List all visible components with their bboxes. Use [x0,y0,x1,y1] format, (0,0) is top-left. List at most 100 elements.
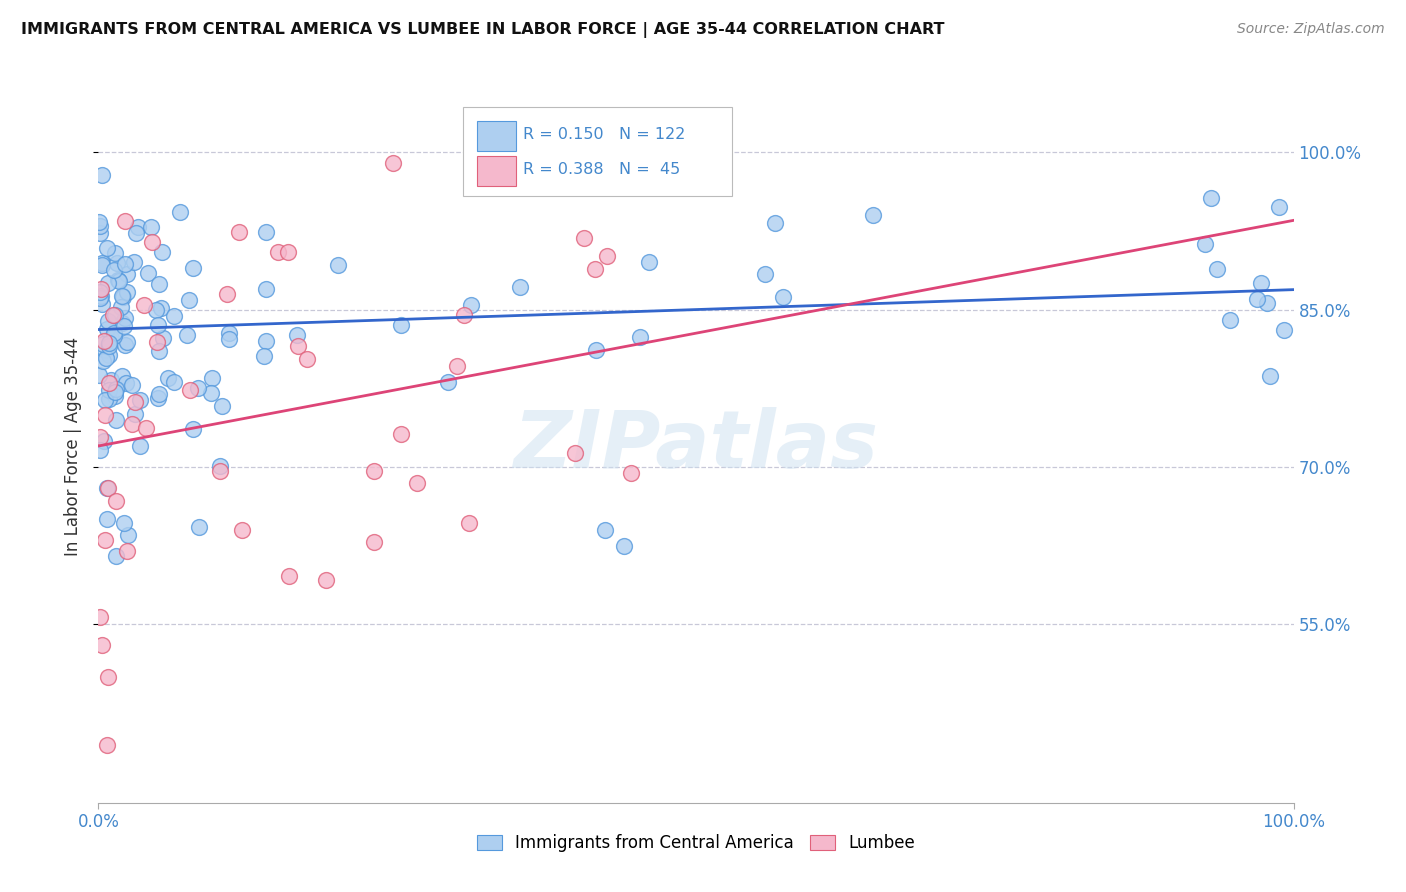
Legend: Immigrants from Central America, Lumbee: Immigrants from Central America, Lumbee [470,828,922,859]
Point [763,216,786,230]
Point [772,290,794,304]
Point [1219,312,1241,326]
Point [104,388,127,402]
Point [132,298,155,312]
Point [94,343,117,357]
Point [1256,295,1278,310]
Point [105,549,128,564]
Point [254,226,277,240]
Point [96,738,118,752]
Point [278,568,301,582]
Text: R = 0.150   N = 122: R = 0.150 N = 122 [523,127,685,142]
Y-axis label: In Labor Force | Age 35-44: In Labor Force | Age 35-44 [65,336,83,556]
Point [112,318,135,333]
Point [363,464,385,478]
Point [209,464,232,478]
Point [187,519,209,533]
Point [94,392,117,407]
Point [129,392,152,407]
Point [111,316,134,330]
Point [91,354,114,368]
Point [211,400,233,414]
Point [89,442,111,457]
Point [363,534,385,549]
Point [1194,237,1216,252]
Point [89,291,111,305]
Point [104,246,127,260]
Point [121,377,143,392]
Point [122,255,145,269]
Point [111,289,134,303]
Point [115,335,138,350]
Point [405,475,427,490]
Point [89,219,111,233]
Point [91,256,114,270]
Point [135,421,157,435]
Point [104,382,127,396]
Point [97,348,120,362]
Point [169,205,191,219]
Point [146,391,169,405]
Point [564,446,586,460]
Point [176,327,198,342]
Point [87,368,110,382]
Point [391,318,413,333]
Point [103,326,125,340]
Point [148,318,170,333]
Point [114,214,136,228]
Point [150,244,173,259]
Point [115,376,138,390]
Point [111,289,134,303]
Point [574,230,596,244]
Point [104,494,127,508]
Point [91,258,114,272]
Text: ZIPatlas: ZIPatlas [513,407,879,485]
FancyBboxPatch shape [477,156,516,186]
Point [231,523,253,537]
Point [162,376,184,390]
Point [91,337,114,351]
Point [97,335,120,350]
Point [1206,261,1229,276]
Point [89,226,111,240]
Point [104,412,127,426]
Point [156,371,179,385]
Point [107,273,129,287]
Point [117,528,139,542]
Point [141,235,163,249]
Point [382,155,405,169]
Point [114,311,136,326]
Point [638,254,661,268]
Point [98,392,121,406]
Point [121,417,143,431]
Point [228,225,250,239]
FancyBboxPatch shape [463,107,733,196]
Point [187,381,209,395]
Point [115,267,138,281]
Point [148,277,170,291]
Point [89,285,111,299]
Point [593,523,616,537]
Point [97,670,120,684]
Point [200,385,222,400]
Point [139,220,162,235]
Point [179,293,201,307]
Point [218,332,240,346]
Point [437,375,460,389]
Point [326,258,349,272]
Point [124,226,146,240]
Point [124,407,146,421]
Point [1246,292,1268,306]
Point [163,309,186,323]
Point [114,257,136,271]
Point [117,285,139,300]
Point [150,301,173,316]
Point [218,326,240,340]
Point [460,298,482,312]
Point [124,394,146,409]
Point [509,280,531,294]
Point [90,639,112,653]
Point [585,343,607,358]
Point [114,338,136,352]
Point [315,574,337,588]
